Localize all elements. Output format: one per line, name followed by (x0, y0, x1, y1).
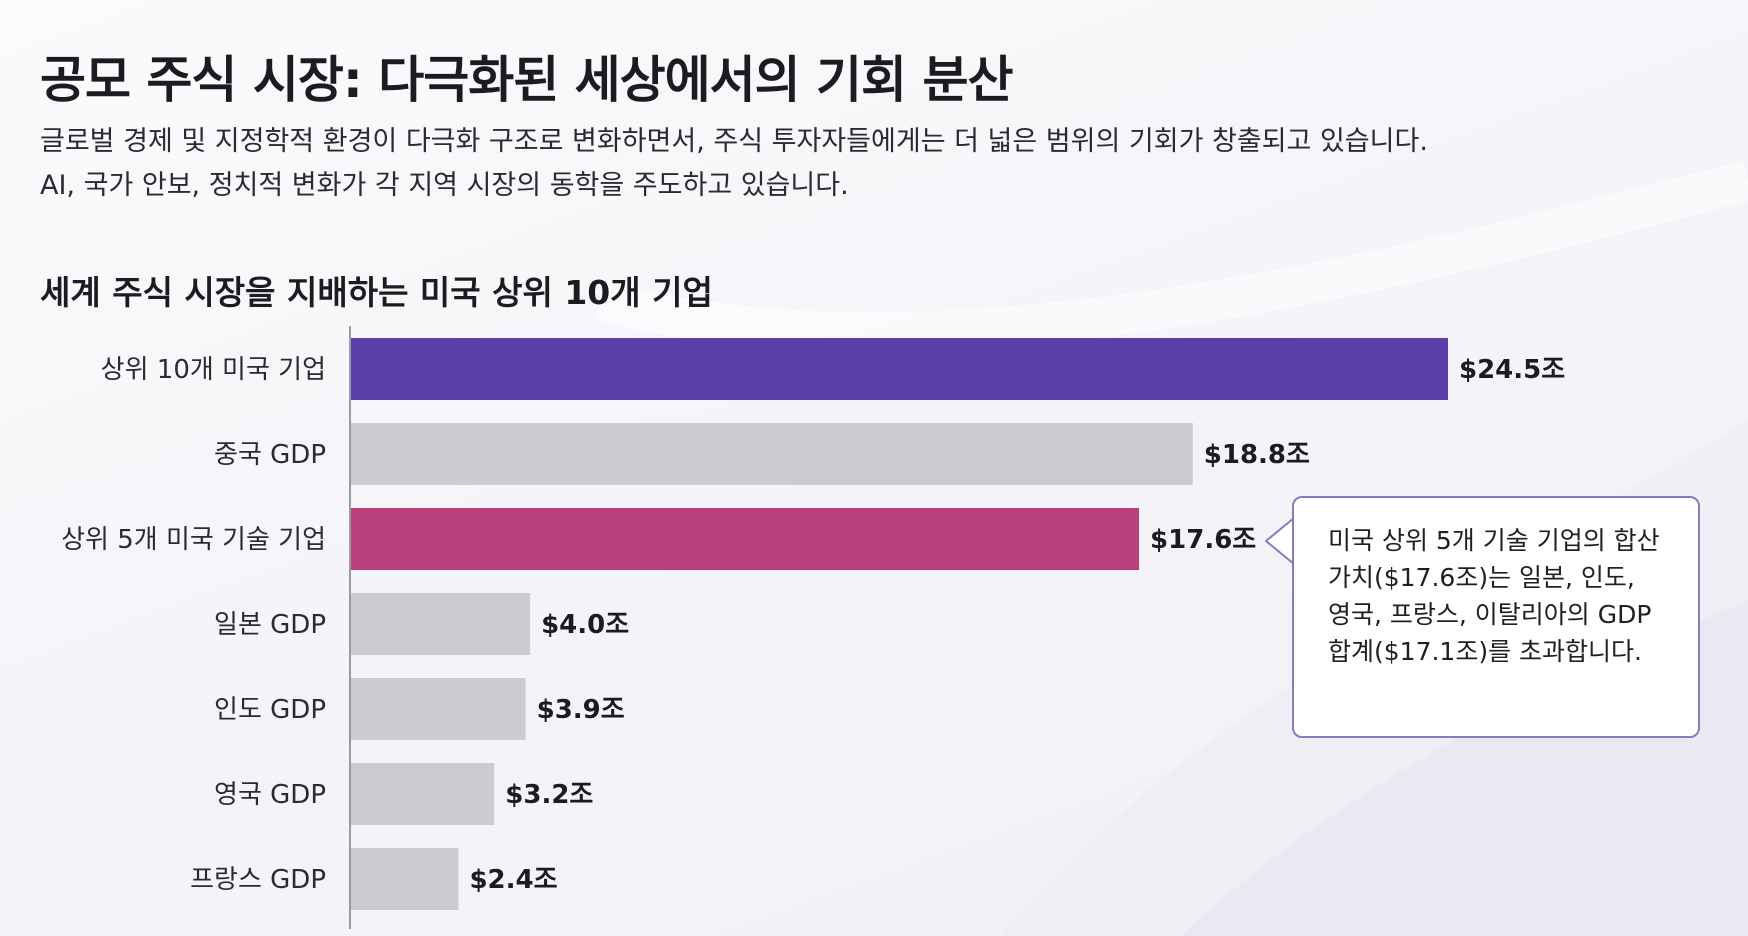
value-label: $3.2조 (505, 780, 593, 810)
category-label: 상위 10개 미국 기업 (101, 355, 326, 385)
callout-text: 미국 상위 5개 기술 기업의 합산 가치($17.6조)는 일본, 인도, 영… (1328, 526, 1660, 666)
bar-6 (351, 763, 495, 825)
intro-line-1: 글로벌 경제 및 지정학적 환경이 다극화 구조로 변화하면서, 주식 투자자들… (40, 126, 1428, 157)
intro-text: 글로벌 경제 및 지정학적 환경이 다극화 구조로 변화하면서, 주식 투자자들… (40, 120, 1720, 208)
bar-1 (351, 338, 1448, 400)
category-label: 인도 GDP (214, 695, 326, 725)
value-label: $18.8조 (1204, 440, 1310, 470)
category-label: 일본 GDP (214, 610, 326, 640)
category-label: 중국 GDP (214, 440, 326, 470)
category-label: 상위 5개 미국 기술 기업 (61, 525, 326, 555)
chart-title: 세계 주식 시장을 지배하는 미국 상위 10개 기업 (40, 273, 713, 312)
bar-5 (351, 678, 526, 740)
value-label: $24.5조 (1459, 355, 1565, 385)
value-label: $4.0조 (541, 610, 629, 640)
category-label: 프랑스 GDP (190, 865, 326, 895)
value-label: $2.4조 (469, 865, 557, 895)
bar-7 (351, 848, 459, 910)
bar-3 (351, 508, 1140, 570)
intro-line-2: AI, 국가 안보, 정치적 변화가 각 지역 시장의 동학을 주도하고 있습니… (40, 170, 849, 201)
page-title: 공모 주식 시장: 다극화된 세상에서의 기회 분산 (40, 51, 1013, 109)
value-label: $17.6조 (1150, 525, 1256, 555)
bar-2 (351, 423, 1193, 485)
value-label: $3.9조 (537, 695, 625, 725)
callout-box: 미국 상위 5개 기술 기업의 합산 가치($17.6조)는 일본, 인도, 영… (1292, 496, 1700, 738)
bar-4 (351, 593, 531, 655)
callout-pointer (1265, 517, 1296, 565)
category-label: 영국 GDP (214, 780, 326, 810)
